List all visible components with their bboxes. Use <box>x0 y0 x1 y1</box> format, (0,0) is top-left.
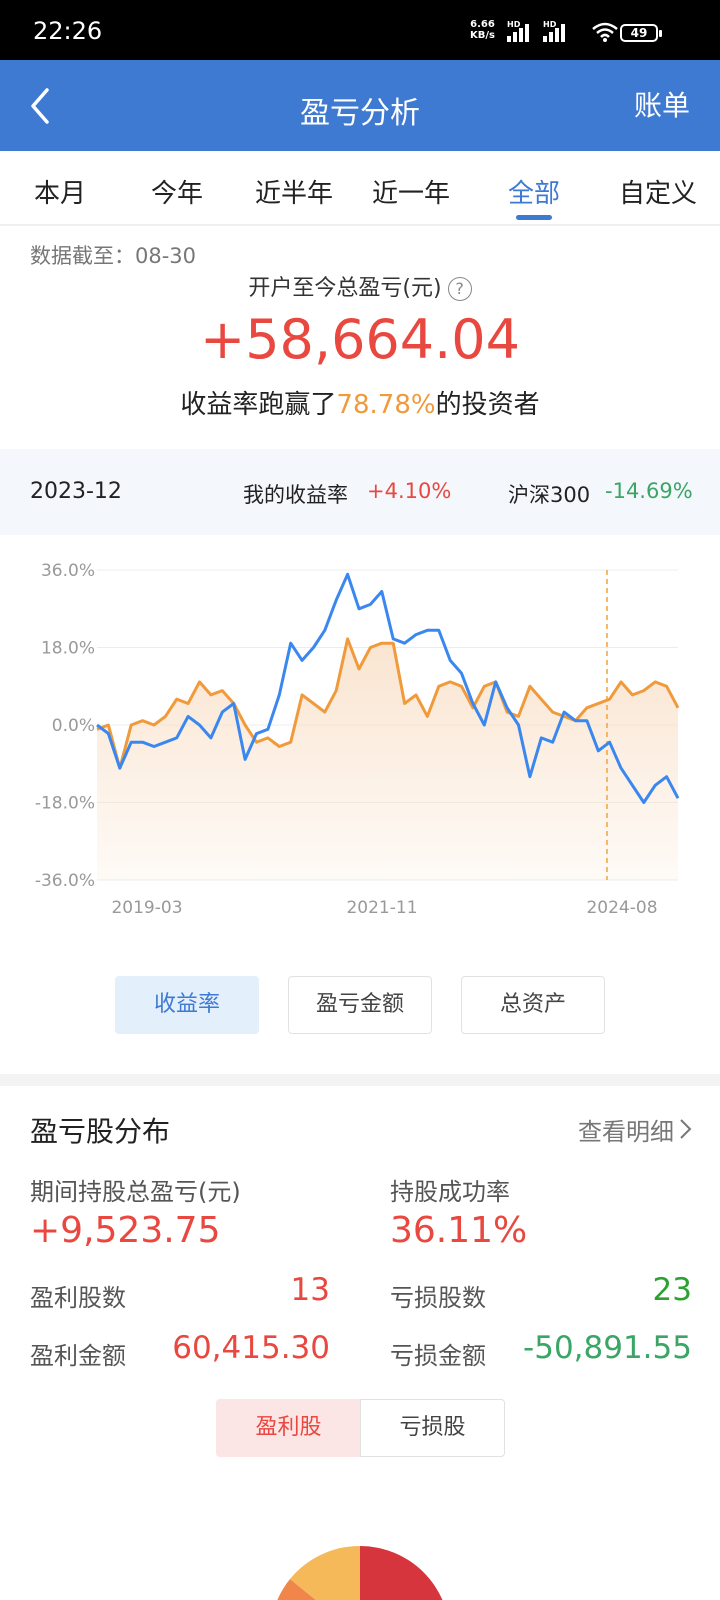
pie-slice-1 <box>360 1546 443 1600</box>
pie-slice-3 <box>290 1546 360 1600</box>
help-icon[interactable]: ? <box>447 277 472 301</box>
profit-loss-distribution: 盈亏股分布 查看明细 期间持股总盈亏(元) +9,523.75 持股成功率 36… <box>0 1086 720 1600</box>
total-assets-button[interactable]: 总资产 <box>461 976 605 1034</box>
loss-amount-value: -50,891.55 <box>523 1330 692 1366</box>
bill-button[interactable]: 账单 <box>633 89 690 122</box>
beat-percentage: 78.78% <box>336 390 436 420</box>
status-bar: 22:26 6.66 KB/s HD HD 49 <box>0 0 720 60</box>
y-tick-label: -36.0% <box>35 871 95 891</box>
battery-icon: 49 <box>620 24 662 42</box>
total-profit-value: +58,664.04 <box>199 308 521 371</box>
network-speed: 6.66 KB/s <box>470 19 495 41</box>
page-title: 盈亏分析 <box>300 96 420 131</box>
return-chart-svg[interactable]: 36.0% 18.0% 0.0% -18.0% -36.0% 2019-03 2021-11… <box>0 545 720 940</box>
loss-stocks-tab[interactable]: 亏损股 <box>360 1399 505 1457</box>
x-tick-label: 2019-03 <box>111 898 182 918</box>
loss-count-label: 亏损股数 <box>390 1284 486 1312</box>
y-tick-label: 18.0% <box>41 639 95 659</box>
chart-metric-toggle: 收益率 盈亏金额 总资产 <box>0 976 720 1034</box>
pie-slice-2 <box>277 1579 316 1600</box>
back-icon[interactable] <box>25 84 61 128</box>
profit-count-label: 盈利股数 <box>30 1284 126 1312</box>
clock: 22:26 <box>33 17 103 45</box>
chart-tooltip-bar: 2023-12 我的收益率 +4.10% 沪深300 -14.69% <box>0 449 720 535</box>
total-profit-label-text: 开户至今总盈亏(元) <box>248 276 442 301</box>
wifi-icon <box>592 22 618 42</box>
data-as-of: 数据截至：08-30 <box>30 244 197 268</box>
y-tick-label: 36.0% <box>41 561 95 581</box>
beat-investors-text: 收益率跑赢了78.78%的投资者 <box>0 384 720 421</box>
top-app-bar: 盈亏分析 账单 <box>0 60 720 151</box>
success-rate-label: 持股成功率 <box>390 1178 510 1206</box>
y-tick-label: -18.0% <box>35 794 95 814</box>
period-total-value: +9,523.75 <box>30 1210 221 1251</box>
hd-indicator-2: HD <box>543 20 557 29</box>
loss-count-value: 23 <box>652 1272 692 1308</box>
tab-half-year[interactable]: 近半年 <box>254 179 333 209</box>
view-detail-link[interactable]: 查看明细 <box>578 1118 674 1146</box>
my-return-area <box>97 638 678 880</box>
signal-icon <box>507 20 529 42</box>
my-return-label: 我的收益率 <box>243 483 348 507</box>
active-tab-indicator <box>516 215 552 220</box>
tab-this-year[interactable]: 今年 <box>150 179 203 209</box>
success-rate-value: 36.11% <box>390 1210 528 1251</box>
profit-count-value: 13 <box>290 1272 330 1308</box>
y-tick-label: 0.0% <box>52 716 95 736</box>
beat-suffix: 的投资者 <box>435 390 540 420</box>
period-tabs: 本月 今年 近半年 近一年 全部 自定义 <box>0 151 720 226</box>
loss-amount-label: 亏损金额 <box>390 1342 486 1370</box>
network-speed-unit: KB/s <box>470 30 495 41</box>
x-tick-label: 2021-11 <box>346 898 417 918</box>
my-return-value: +4.10% <box>367 479 452 503</box>
profit-amount-button[interactable]: 盈亏金额 <box>288 976 432 1034</box>
tab-one-year[interactable]: 近一年 <box>371 179 450 209</box>
total-profit-label: 开户至今总盈亏(元)? <box>0 270 720 302</box>
chevron-right-icon[interactable] <box>678 1118 692 1140</box>
selected-period: 2023-12 <box>30 479 122 504</box>
profit-amount-value: 60,415.30 <box>172 1330 330 1366</box>
x-tick-label: 2024-08 <box>586 898 657 918</box>
network-speed-value: 6.66 <box>470 19 495 30</box>
section-title: 盈亏股分布 <box>30 1115 171 1148</box>
section-divider <box>0 1074 720 1086</box>
profit-amount-label: 盈利金额 <box>30 1342 126 1370</box>
index-label: 沪深300 <box>508 483 591 507</box>
period-total-label: 期间持股总盈亏(元) <box>30 1178 241 1206</box>
index-line <box>96 572 680 804</box>
signal-icon-2 <box>543 20 565 42</box>
tab-all[interactable]: 全部 <box>507 179 560 209</box>
my-return-line <box>96 637 680 770</box>
return-chart[interactable]: 36.0% 18.0% 0.0% -18.0% -36.0% 2019-03 2021-11… <box>0 545 720 940</box>
tab-this-month[interactable]: 本月 <box>33 179 86 209</box>
profit-summary: 数据截至：08-30 开户至今总盈亏(元)? +58,664.04 收益率跑赢了… <box>0 228 720 448</box>
return-rate-button[interactable]: 收益率 <box>115 976 259 1034</box>
hd-indicator: HD <box>507 20 521 29</box>
profit-stocks-tab[interactable]: 盈利股 <box>216 1399 361 1457</box>
tab-custom[interactable]: 自定义 <box>618 179 697 209</box>
index-value: -14.69% <box>605 479 693 503</box>
distribution-pie-chart <box>277 1546 443 1600</box>
beat-prefix: 收益率跑赢了 <box>180 390 337 420</box>
